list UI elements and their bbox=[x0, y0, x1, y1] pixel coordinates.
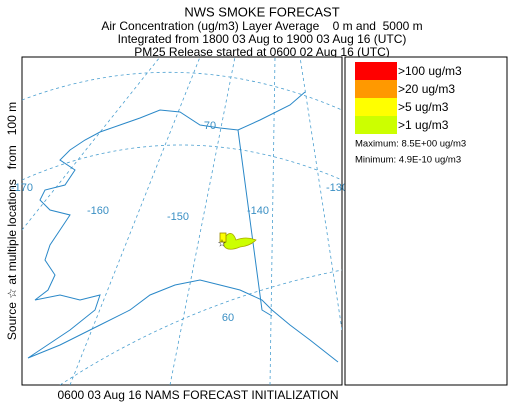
legend-swatch bbox=[355, 80, 397, 98]
legend-minimum: Minimum: 4.9E-10 ug/m3 bbox=[355, 155, 461, 166]
map-label: 70 bbox=[204, 120, 216, 132]
map-label: -170 bbox=[11, 182, 33, 194]
legend-label: >20 ug/m3 bbox=[398, 82, 455, 96]
coastline bbox=[27, 91, 339, 363]
map-labels: 70 -170 -160 -150 -140 -130 60 bbox=[11, 120, 348, 324]
title: NWS SMOKE FORECAST bbox=[184, 4, 339, 19]
border bbox=[237, 129, 273, 317]
subtitle-line: PM25 Release started at 0600 02 Aug 16 (… bbox=[134, 45, 389, 59]
map-label: 60 bbox=[222, 312, 234, 324]
legend-label: >100 ug/m3 bbox=[398, 64, 462, 78]
legend-swatch bbox=[355, 98, 397, 116]
side-label: Source ☆ at multiple locations from 100 … bbox=[5, 102, 19, 340]
footer: 0600 03 Aug 16 NAMS FORECAST INITIALIZAT… bbox=[58, 388, 339, 402]
legend-maximum: Maximum: 8.5E+00 ug/m3 bbox=[355, 139, 466, 150]
legend: >100 ug/m3 >20 ug/m3 >5 ug/m3 >1 ug/m3 Maxim… bbox=[355, 62, 466, 166]
map-label: -150 bbox=[167, 211, 189, 223]
smoke-plume-core bbox=[219, 232, 227, 243]
map-label: -130 bbox=[326, 182, 348, 194]
source-star: ☆ bbox=[218, 239, 227, 250]
legend-swatch bbox=[355, 62, 397, 80]
map-label: -140 bbox=[247, 205, 269, 217]
map-frame bbox=[21, 56, 343, 386]
smoke-plume bbox=[223, 233, 257, 250]
legend-swatch bbox=[355, 116, 397, 134]
subtitle-line: Integrated from 1800 03 Aug to 1900 03 A… bbox=[118, 32, 407, 46]
subtitle-line: Air Concentration (ug/m3) Layer Average … bbox=[101, 19, 422, 33]
map: ☆ bbox=[22, 57, 342, 385]
map-label: -160 bbox=[87, 205, 109, 217]
graticule bbox=[22, 57, 342, 385]
legend-label: >5 ug/m3 bbox=[398, 100, 449, 114]
legend-label: >1 ug/m3 bbox=[398, 118, 449, 132]
